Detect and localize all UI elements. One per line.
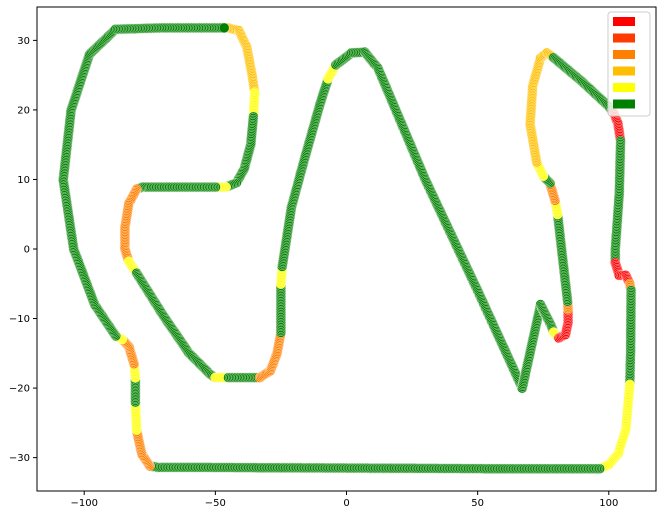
y-tick-label: −20 — [9, 384, 30, 395]
y-tick-label: −10 — [9, 314, 30, 325]
legend-swatch — [613, 17, 635, 26]
y-tick-label: 0 — [24, 245, 30, 256]
legend-swatch — [613, 50, 635, 59]
x-tick-label: −50 — [205, 498, 226, 509]
y-tick-label: −30 — [9, 453, 30, 464]
x-tick-label: −100 — [70, 498, 97, 509]
legend-swatch — [613, 99, 635, 109]
legend — [607, 11, 651, 117]
x-tick-label: 0 — [343, 498, 349, 509]
legend-swatch — [613, 33, 635, 43]
track-point — [218, 22, 230, 34]
y-tick-label: 20 — [17, 105, 30, 116]
legend-swatch — [613, 83, 635, 92]
scatter-marks — [58, 22, 637, 474]
legend-swatch — [613, 66, 635, 76]
x-tick-label: 100 — [599, 498, 618, 509]
x-tick-label: 50 — [471, 498, 484, 509]
y-tick-label: 30 — [17, 36, 30, 47]
y-tick-label: 10 — [17, 175, 30, 186]
